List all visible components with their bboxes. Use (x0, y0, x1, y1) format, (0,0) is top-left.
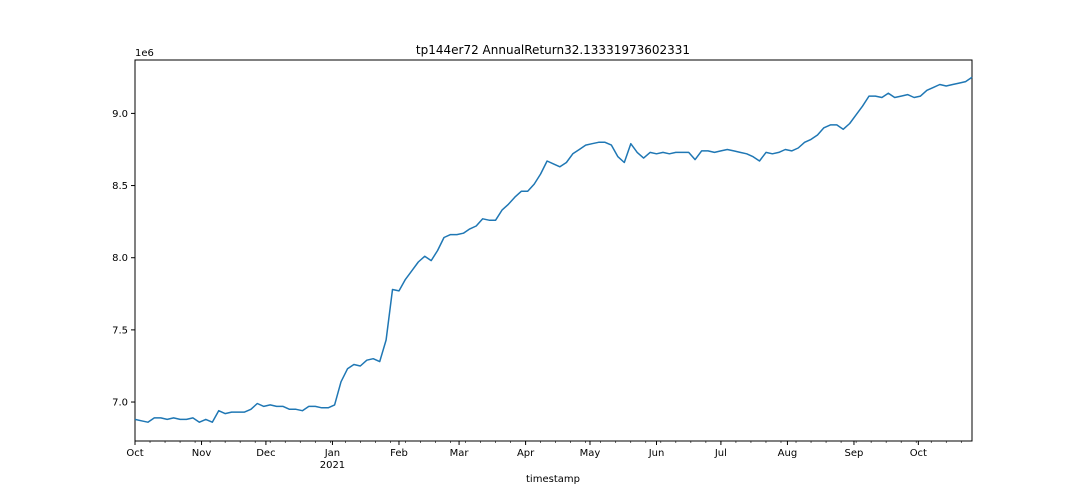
x-tick-label: Apr (517, 448, 535, 459)
series-layer (134, 76, 973, 423)
x-tick-label: Mar (450, 448, 470, 459)
x-tick-label: Sep (845, 448, 864, 459)
x-axis-label: timestamp (526, 474, 580, 485)
series-line-0 (134, 76, 973, 423)
x-tick-label: May (580, 448, 601, 459)
y-tick-label: 8.0 (112, 253, 128, 264)
x-tick-label: Oct (126, 448, 143, 459)
y-axis: 7.0 7.5 8.0 8.5 9.0 (112, 109, 135, 409)
y-scale-label: 1e6 (135, 48, 154, 59)
x-tick-label: Jul (714, 448, 727, 459)
x-tick-label: Dec (256, 448, 275, 459)
plot-frame (134, 59, 973, 442)
y-tick-label: 7.5 (112, 325, 128, 336)
x-tick-label: Jan (324, 448, 340, 459)
y-tick-label: 8.5 (112, 181, 128, 192)
x-tick-label: Jun (648, 448, 665, 459)
x-tick-label: Feb (390, 448, 408, 459)
x-tick-year-label: 2021 (320, 460, 345, 471)
x-tick-label: Nov (192, 448, 212, 459)
plot-area (134, 59, 973, 442)
x-tick-label: Aug (778, 448, 798, 459)
x-tick-label: Oct (910, 448, 927, 459)
y-tick-label: 7.0 (112, 398, 128, 409)
y-tick-label: 9.0 (112, 109, 128, 120)
chart-title: tp144er72 AnnualReturn32.13331973602331 (416, 43, 690, 57)
